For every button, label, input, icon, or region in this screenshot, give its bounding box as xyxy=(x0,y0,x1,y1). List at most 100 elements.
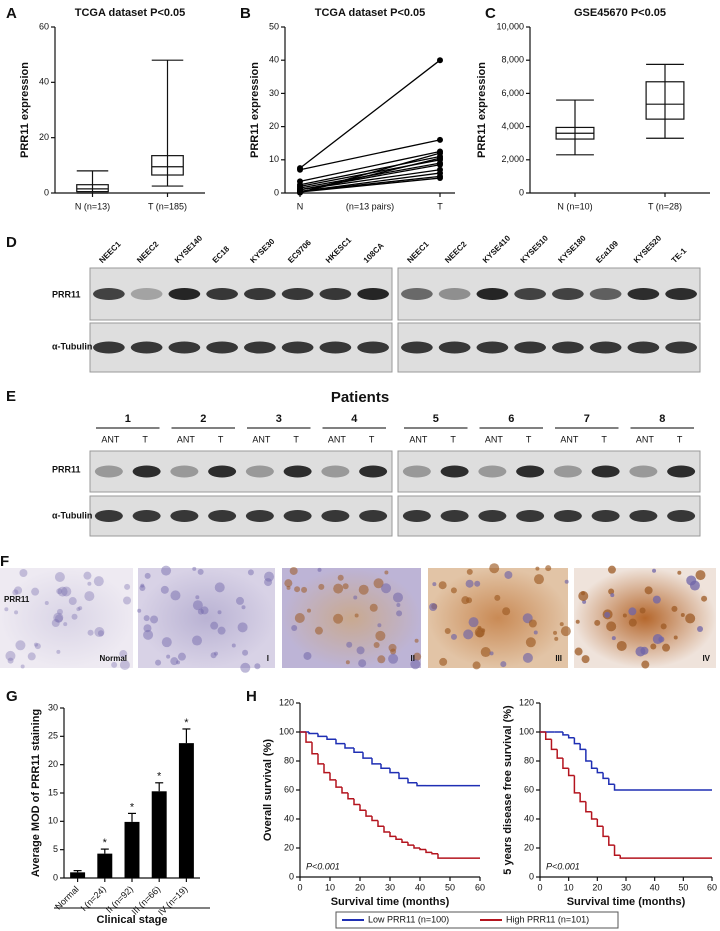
cell xyxy=(111,661,118,668)
cell xyxy=(4,607,9,612)
y-tick-label: 6,000 xyxy=(501,88,524,98)
y-tick-label: 60 xyxy=(284,784,294,794)
x-tick-label: 30 xyxy=(621,882,631,892)
blot-band xyxy=(440,465,469,478)
blot-title: Patients xyxy=(331,389,389,406)
blot-band xyxy=(208,465,237,478)
cell xyxy=(54,614,63,623)
survival-step xyxy=(362,752,372,759)
blot-band xyxy=(552,288,584,300)
blot-band xyxy=(132,510,161,522)
cell xyxy=(44,601,49,606)
point xyxy=(437,136,443,143)
y-tick-label: 5 xyxy=(53,844,58,854)
cell xyxy=(294,613,305,624)
cell xyxy=(237,622,248,633)
lane-label: Eca109 xyxy=(594,239,620,265)
cell xyxy=(652,568,657,573)
blot-band xyxy=(357,288,389,300)
blot-band xyxy=(319,288,352,300)
cell xyxy=(635,646,646,657)
cell xyxy=(214,582,225,593)
blot-band xyxy=(553,465,582,478)
cell xyxy=(641,660,650,669)
histology-image xyxy=(574,565,716,669)
blot xyxy=(89,450,393,493)
cell xyxy=(291,625,298,632)
cell xyxy=(697,625,704,632)
cell xyxy=(53,612,64,623)
lane-label: ANT xyxy=(409,434,428,444)
y-tick-label: 25 xyxy=(48,731,58,741)
lane-label: T xyxy=(369,434,375,444)
row-label: α-Tubulin xyxy=(52,510,92,520)
blot-band xyxy=(629,510,658,522)
x-axis-label: Survival time (months) xyxy=(331,896,450,908)
bar xyxy=(151,791,167,878)
blot-band xyxy=(402,510,431,522)
blot xyxy=(397,322,701,373)
cell xyxy=(489,563,500,574)
patient-label: 6 xyxy=(508,413,514,425)
cell xyxy=(545,565,552,572)
cell xyxy=(461,596,470,605)
patient-label: 8 xyxy=(659,413,665,425)
cell xyxy=(217,626,226,635)
annotation: (n=13 pairs) xyxy=(346,201,394,211)
cell xyxy=(84,591,95,602)
chart-title: TCGA dataset P<0.05 xyxy=(315,7,426,19)
y-tick-label: 0 xyxy=(289,871,294,881)
cell xyxy=(606,621,617,632)
y-tick-label: 120 xyxy=(519,697,534,707)
cell xyxy=(51,619,60,628)
cell xyxy=(575,619,580,624)
survival-step xyxy=(567,734,575,739)
blot-band xyxy=(401,288,433,300)
blot-band xyxy=(627,288,660,300)
blot xyxy=(89,267,393,321)
cell xyxy=(177,652,186,661)
cell xyxy=(210,621,219,630)
cell xyxy=(396,602,401,607)
cell xyxy=(68,597,77,606)
pair-line xyxy=(299,175,441,192)
blot-band xyxy=(94,510,123,522)
tissue xyxy=(0,568,133,668)
blot-band xyxy=(281,288,314,300)
cell xyxy=(439,657,448,666)
cell xyxy=(611,636,616,641)
blot-band xyxy=(440,510,469,522)
survival-step xyxy=(407,778,417,784)
survival-step xyxy=(596,768,604,774)
cell xyxy=(353,595,358,600)
x-tick-label: 20 xyxy=(355,882,365,892)
blot xyxy=(397,495,701,537)
y-axis-label: PRR11 expression xyxy=(249,62,261,158)
blot-band xyxy=(438,341,471,354)
panel-letter: F xyxy=(0,553,9,570)
cell xyxy=(170,657,179,666)
cell xyxy=(150,615,159,624)
patient-label: 2 xyxy=(200,413,206,425)
cell xyxy=(210,652,217,659)
blot xyxy=(89,322,393,373)
y-tick-label: 10 xyxy=(48,816,58,826)
cell xyxy=(314,626,323,635)
point xyxy=(297,166,303,173)
panel-letter: E xyxy=(6,388,16,405)
cell xyxy=(301,586,308,593)
cell xyxy=(303,651,312,660)
survival-step xyxy=(413,845,420,849)
y-tick-label: 30 xyxy=(269,88,279,98)
survival-step xyxy=(579,743,586,751)
x-tick-label: I (n=24) xyxy=(79,884,108,913)
cell xyxy=(616,640,627,651)
blot-band xyxy=(93,341,125,354)
cell xyxy=(63,622,68,627)
y-tick-label: 0 xyxy=(44,187,49,197)
cell xyxy=(7,657,14,664)
x-tick-label: 40 xyxy=(415,882,425,892)
row-label: α-Tubulin xyxy=(52,341,92,351)
survival-step xyxy=(585,749,592,762)
y-tick-label: 15 xyxy=(48,787,58,797)
